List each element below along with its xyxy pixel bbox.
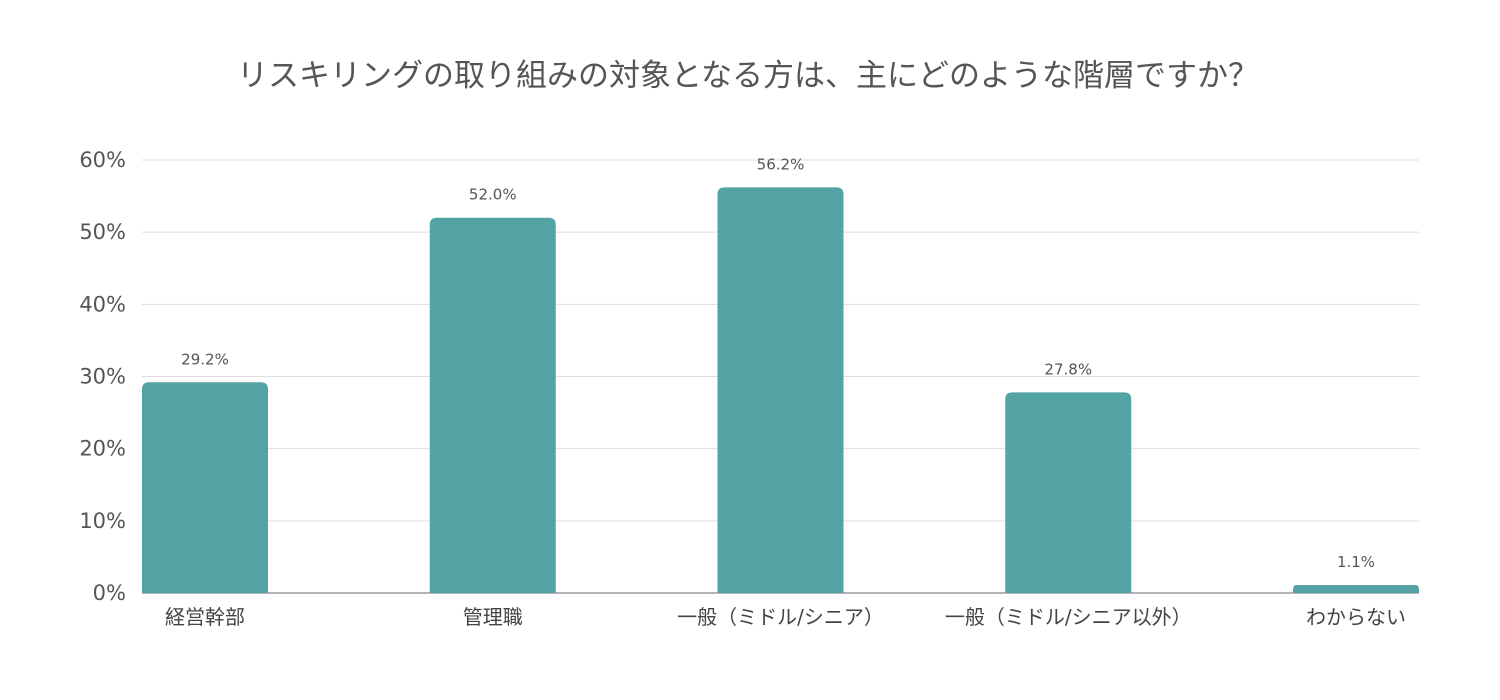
x-tick-label: 経営幹部 <box>165 605 245 629</box>
x-tick-label: 一般（ミドル/シニア） <box>677 605 884 629</box>
bar <box>1293 585 1419 593</box>
x-tick-label: わからない <box>1306 605 1406 629</box>
x-tick-label: 管理職 <box>463 605 523 629</box>
y-tick-label: 40% <box>79 292 126 316</box>
data-label: 29.2% <box>181 350 229 368</box>
y-tick-label: 30% <box>79 365 126 389</box>
bar <box>1005 392 1132 593</box>
x-tick-label: 一般（ミドル/シニア以外） <box>945 605 1192 629</box>
bar <box>717 187 844 593</box>
data-labels: 29.2% 52.0% 56.2% 27.8% 1.1% <box>181 155 1375 571</box>
y-tick-label: 60% <box>79 148 126 172</box>
chart-title: リスキリングの取り組みの対象となる方は、主にどのような階層ですか？ <box>237 58 1259 94</box>
bar <box>429 217 556 593</box>
y-tick-label: 0% <box>93 581 126 605</box>
x-axis: 経営幹部 管理職 一般（ミドル/シニア） 一般（ミドル/シニア以外） わからない <box>165 605 1406 629</box>
bar <box>142 382 268 593</box>
data-label: 27.8% <box>1044 360 1092 378</box>
data-label: 56.2% <box>757 155 805 173</box>
y-axis: 0% 10% 20% 30% 40% 50% 60% <box>79 148 126 605</box>
y-tick-label: 10% <box>79 509 126 533</box>
data-label: 1.1% <box>1337 553 1375 571</box>
y-tick-label: 50% <box>79 220 126 244</box>
bars <box>142 187 1419 593</box>
data-label: 52.0% <box>469 186 517 204</box>
y-tick-label: 20% <box>79 437 126 461</box>
